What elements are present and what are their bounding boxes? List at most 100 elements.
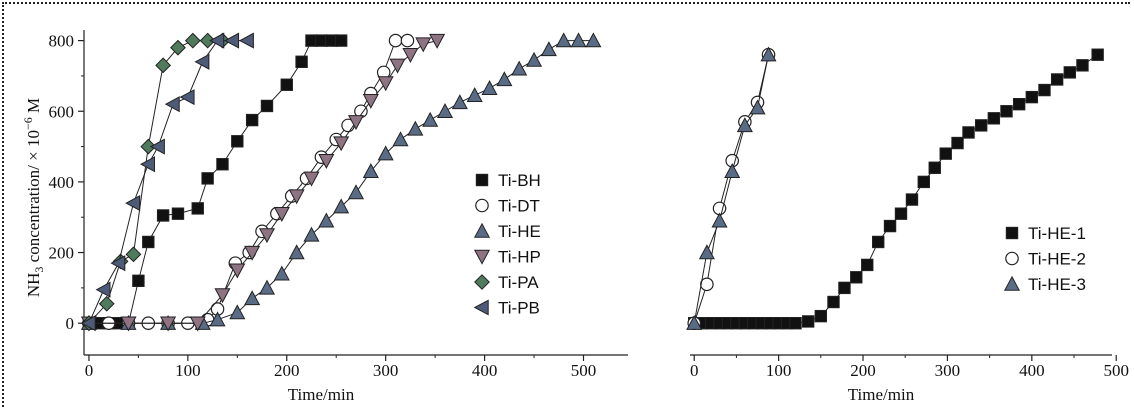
data-point — [496, 71, 513, 87]
legend-label: Ti-BH — [498, 171, 541, 190]
data-point — [436, 102, 454, 118]
y-tick-label: 0 — [66, 314, 75, 333]
data-point — [905, 193, 919, 206]
legend-item: Ti-HE-2 — [1005, 250, 1086, 269]
data-point — [288, 244, 305, 260]
y-tick-label: 600 — [49, 102, 75, 121]
data-point — [164, 96, 180, 113]
data-point — [362, 163, 379, 179]
data-point — [872, 235, 885, 249]
data-point — [526, 51, 543, 67]
data-point — [838, 281, 851, 295]
series-ti-he-1 — [688, 48, 1104, 330]
data-point — [179, 89, 195, 106]
data-point — [736, 117, 753, 133]
data-point — [334, 34, 348, 47]
data-point — [295, 55, 308, 68]
data-point — [199, 32, 216, 49]
x-tick-label: 200 — [274, 361, 300, 380]
data-point — [142, 235, 155, 249]
data-point — [155, 57, 172, 74]
legend-marker — [473, 222, 491, 238]
data-point — [377, 76, 394, 92]
series-ti-hp — [80, 33, 446, 332]
data-point — [939, 147, 952, 160]
data-point — [789, 317, 802, 330]
legend: Ti-HE-1 Ti-HE-2 Ti-HE-3 — [1003, 224, 1086, 294]
data-point — [125, 246, 142, 263]
data-point — [1038, 83, 1051, 97]
y-tick-label: 200 — [49, 244, 75, 263]
data-point — [827, 295, 840, 309]
data-point — [209, 311, 226, 327]
data-point — [245, 113, 259, 127]
y-tick-label: 400 — [49, 173, 75, 192]
data-point — [698, 244, 715, 260]
legend-label: Ti-HE — [498, 222, 541, 241]
data-point — [160, 316, 177, 332]
data-point — [209, 32, 225, 49]
data-point — [140, 138, 157, 155]
data-point — [974, 119, 988, 132]
x-axis-label: Time/min — [288, 385, 355, 404]
data-point — [1025, 90, 1039, 104]
x-tick-label: 400 — [472, 361, 498, 380]
data-point — [861, 258, 874, 272]
legend-marker — [1005, 251, 1019, 266]
legend-item: Ti-HE — [473, 222, 541, 241]
data-point — [347, 115, 365, 131]
data-point — [814, 309, 828, 323]
data-point — [318, 212, 335, 228]
data-point — [392, 131, 409, 147]
legend-item: Ti-DT — [475, 197, 540, 216]
data-point — [140, 156, 155, 173]
data-point — [415, 37, 432, 53]
data-point — [1050, 73, 1064, 86]
data-point — [400, 33, 415, 48]
legend: Ti-BH Ti-DT Ti-HE Ti-HP Ti-PA Ti-PB — [473, 171, 541, 318]
data-point — [760, 46, 777, 62]
data-point — [231, 135, 244, 148]
x-tick-label: 400 — [1019, 361, 1045, 380]
series-ti-he — [80, 32, 602, 330]
data-point — [120, 316, 137, 332]
data-point — [511, 60, 528, 76]
series-line — [88, 40, 248, 324]
data-point — [388, 33, 403, 48]
x-tick-label: 200 — [850, 361, 876, 380]
data-point — [229, 263, 246, 279]
legend-item: Ti-PB — [473, 299, 540, 318]
legend-marker — [1005, 226, 1019, 240]
data-point — [184, 32, 201, 49]
data-point — [258, 228, 276, 244]
data-point — [724, 163, 741, 179]
data-point — [201, 172, 214, 185]
data-point — [1063, 66, 1076, 79]
data-point — [377, 145, 394, 161]
data-point — [883, 219, 897, 233]
data-point — [280, 78, 293, 91]
data-point — [1000, 105, 1013, 118]
legend-marker — [473, 299, 489, 316]
data-point — [98, 295, 115, 312]
legend-item: Ti-PA — [474, 273, 539, 292]
chart-panel-1: 0 100 200 300 400 500 Time/min 0 200 400 600 800 NH3… — [21, 30, 628, 404]
x-tick-label: 0 — [690, 361, 699, 380]
data-point — [125, 195, 141, 212]
data-point — [389, 58, 406, 74]
data-point — [238, 32, 254, 49]
data-point — [273, 265, 290, 281]
y-axis-label: NH3 concentration/ × 10−6 M — [21, 98, 46, 297]
data-point — [95, 281, 111, 298]
data-point — [711, 212, 728, 228]
data-point — [333, 198, 350, 214]
data-point — [244, 290, 261, 306]
series-ti-pb — [80, 32, 254, 332]
x-tick-label: 500 — [571, 361, 597, 380]
data-point — [951, 136, 964, 150]
x-tick-label: 300 — [373, 361, 399, 380]
data-point — [149, 138, 165, 155]
data-point — [347, 184, 365, 200]
data-point — [429, 33, 446, 49]
